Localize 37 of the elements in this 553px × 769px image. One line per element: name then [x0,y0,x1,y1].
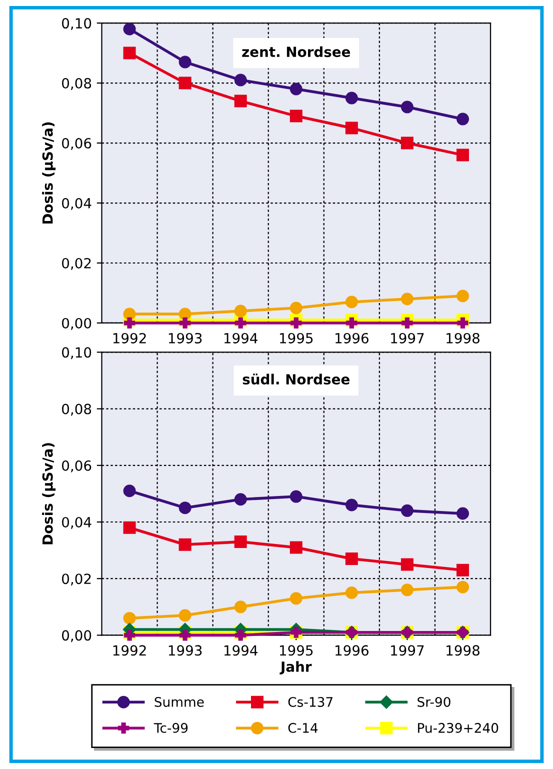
x-tick-label: 1997 [391,332,424,344]
x-tick-label: 1994 [224,332,258,344]
y-tick-label: 0,04 [62,198,92,210]
y-tick-label: 0,02 [62,574,91,586]
x-tick-label: 1995 [280,645,313,656]
x-tick-label: 1992 [113,332,146,344]
x-tick-label: 1998 [446,332,480,344]
x-tick-label: 1993 [168,332,202,344]
y-tick-label: 0,00 [62,630,92,642]
y-tick-label: 0,06 [62,138,92,150]
x-tick-label: 1996 [336,645,368,656]
x-tick-label: 1994 [224,645,258,656]
x-tick-label: 1996 [336,332,368,344]
x-tick-label: 1992 [113,645,146,656]
legend-label: Cs-137 [288,696,332,707]
y-tick-label: 0,04 [62,516,92,529]
y-tick-label: 0,08 [62,78,92,90]
legend-label: Pu-239+240 [418,722,498,733]
x-tick-label: 1995 [280,332,313,344]
legend-label: Summe [154,696,204,707]
legend-label: Sr-90 [418,696,450,707]
legend-label: Tc-99 [154,722,188,733]
y-axis-title: Dosis (µSv/a) [42,443,56,544]
text: zent. Nordsee [242,46,350,58]
y-tick-label: 0,00 [62,318,92,330]
text: südl. Nordsee [242,374,350,385]
y-tick-label: 0,06 [62,460,92,472]
x-tick-label: 1997 [391,645,424,656]
x-axis-title: Jahr [280,661,312,674]
y-axis-title: Dosis (µSv/a) [42,122,56,224]
legend-label: C-14 [288,722,318,733]
x-tick-label: 1998 [446,645,480,656]
y-tick-label: 0,08 [62,404,92,416]
y-tick-label: 0,02 [62,258,91,270]
y-tick-label: 0,10 [62,347,92,360]
y-tick-label: 0,10 [62,18,92,30]
x-tick-label: 1993 [168,645,202,656]
